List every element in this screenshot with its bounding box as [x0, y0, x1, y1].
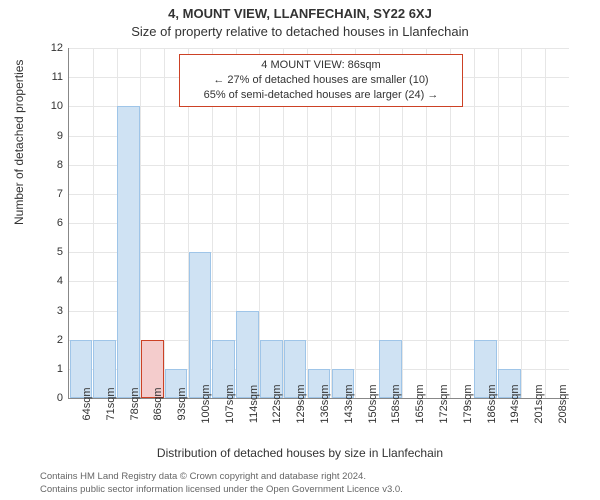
chart-area: 012345678910111264sqm71sqm78sqm86sqm93sq…	[68, 48, 568, 398]
x-tick: 208sqm	[557, 384, 569, 423]
x-tick: 86sqm	[152, 387, 164, 420]
annotation-box: 4 MOUNT VIEW: 86sqm← 27% of detached hou…	[179, 54, 463, 107]
y-tick: 5	[33, 246, 63, 258]
y-tick: 8	[33, 159, 63, 171]
x-tick: 64sqm	[81, 387, 93, 420]
x-tick: 172sqm	[438, 384, 450, 423]
y-tick: 4	[33, 275, 63, 287]
x-tick: 100sqm	[200, 384, 212, 423]
x-tick: 114sqm	[248, 385, 260, 423]
x-tick: 143sqm	[343, 384, 355, 423]
y-tick: 6	[33, 217, 63, 229]
x-tick: 107sqm	[224, 384, 236, 423]
x-tick: 136sqm	[319, 384, 331, 423]
x-tick: 194sqm	[509, 384, 521, 423]
x-tick: 122sqm	[271, 384, 283, 423]
chart-container: 4, MOUNT VIEW, LLANFECHAIN, SY22 6XJ Siz…	[0, 0, 600, 500]
x-axis-label: Distribution of detached houses by size …	[0, 446, 600, 460]
x-tick: 186sqm	[486, 384, 498, 423]
y-tick: 12	[33, 42, 63, 54]
x-tick: 78sqm	[129, 387, 141, 420]
annotation-line: 4 MOUNT VIEW: 86sqm	[186, 58, 456, 73]
title-line-1: 4, MOUNT VIEW, LLANFECHAIN, SY22 6XJ	[0, 6, 600, 21]
credit-line-2: Contains public sector information licen…	[40, 484, 403, 496]
x-tick: 71sqm	[105, 387, 117, 420]
y-tick: 3	[33, 305, 63, 317]
y-tick: 10	[33, 100, 63, 112]
y-axis-label: Number of detached properties	[12, 60, 26, 225]
x-tick: 179sqm	[462, 384, 474, 423]
y-tick: 1	[33, 363, 63, 375]
x-tick: 129sqm	[295, 384, 307, 423]
bar	[189, 252, 212, 398]
credits: Contains HM Land Registry data © Crown c…	[40, 471, 403, 496]
bar	[117, 106, 140, 398]
x-tick: 165sqm	[414, 384, 426, 423]
title-line-2: Size of property relative to detached ho…	[0, 24, 600, 39]
x-tick: 201sqm	[533, 384, 545, 423]
y-tick: 11	[33, 71, 63, 83]
x-tick: 93sqm	[176, 387, 188, 420]
y-tick: 0	[33, 392, 63, 404]
plot-region: 012345678910111264sqm71sqm78sqm86sqm93sq…	[68, 48, 569, 399]
y-tick: 7	[33, 188, 63, 200]
annotation-line: 65% of semi-detached houses are larger (…	[186, 88, 456, 103]
y-tick: 2	[33, 334, 63, 346]
x-tick: 150sqm	[367, 384, 379, 423]
credit-line-1: Contains HM Land Registry data © Crown c…	[40, 471, 403, 483]
annotation-line: ← 27% of detached houses are smaller (10…	[186, 73, 456, 88]
y-tick: 9	[33, 130, 63, 142]
x-tick: 158sqm	[390, 384, 402, 423]
